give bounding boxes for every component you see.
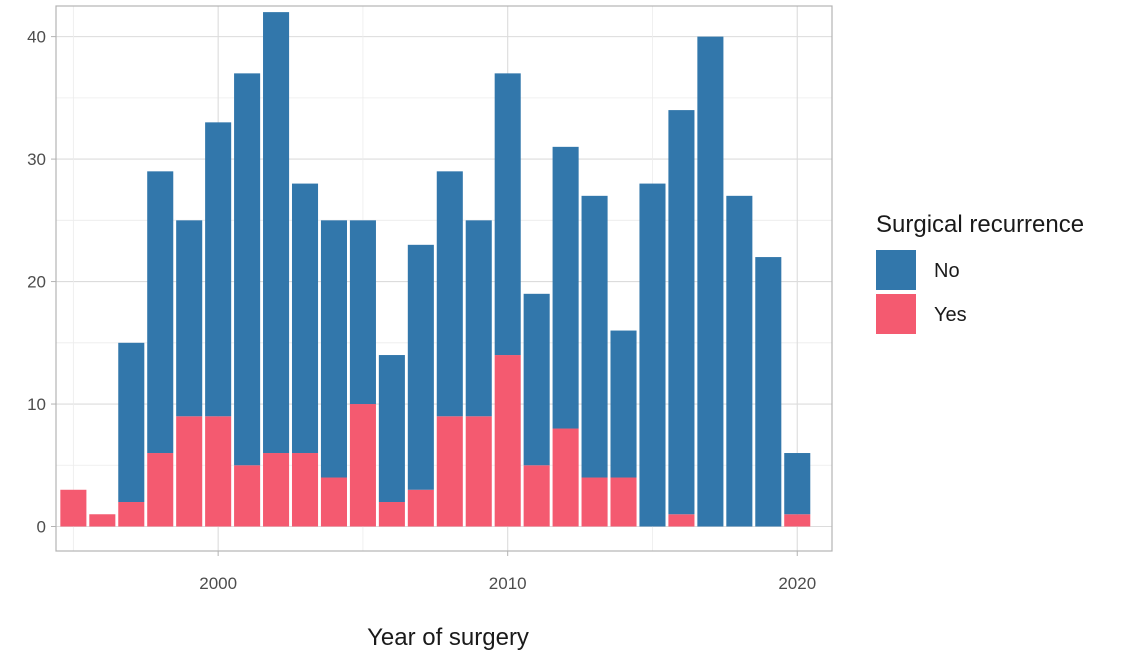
bar-no-2006: [378, 355, 405, 503]
bar-no-2020: [784, 453, 811, 515]
bar-no-2011: [523, 293, 550, 466]
x-tick-label: 2010: [489, 574, 527, 593]
bar-yes-2002: [263, 453, 290, 527]
y-tick-label: 40: [27, 28, 46, 47]
x-tick-label: 2020: [778, 574, 816, 593]
plot-panel-border: [55, 5, 833, 552]
bar-yes-2006: [378, 502, 405, 527]
bar-yes-2008: [436, 416, 463, 527]
bar-yes-2013: [581, 477, 608, 527]
bar-yes-2004: [320, 477, 347, 527]
bar-yes-1998: [147, 453, 174, 527]
y-tick-label: 20: [27, 273, 46, 292]
bar-no-2010: [494, 73, 521, 356]
bar-no-1998: [147, 171, 174, 454]
bar-yes-2000: [205, 416, 232, 527]
legend-label-no: No: [934, 260, 960, 282]
bar-yes-2012: [552, 428, 579, 527]
legend-swatch-yes: [876, 294, 916, 334]
legend-swatch-no: [876, 250, 916, 290]
bar-no-2003: [291, 183, 319, 454]
bar-yes-1995: [60, 489, 87, 527]
bar-yes-2010: [494, 355, 521, 527]
y-tick-label: 0: [37, 518, 46, 537]
x-axis-title: Year of surgery: [367, 624, 529, 651]
bar-no-2012: [552, 146, 579, 429]
bar-yes-2001: [234, 465, 261, 527]
bar-no-2014: [610, 330, 637, 478]
bar-no-2016: [668, 110, 695, 515]
bar-no-1997: [118, 342, 145, 503]
bar-yes-2009: [465, 416, 492, 527]
bar-no-1999: [176, 220, 203, 417]
y-tick-label: 10: [27, 395, 46, 414]
bar-no-2004: [320, 220, 347, 478]
bar-no-2000: [205, 122, 232, 417]
bar-yes-2014: [610, 477, 637, 527]
bar-yes-2005: [349, 404, 376, 527]
bar-no-2017: [697, 36, 724, 527]
legend-title: Surgical recurrence: [876, 211, 1084, 238]
bars: [60, 12, 811, 527]
bar-yes-1996: [89, 514, 116, 527]
bar-no-2002: [263, 12, 290, 454]
legend-items: No Yes: [876, 250, 967, 334]
legend-label-yes: Yes: [934, 304, 967, 326]
bar-no-2013: [581, 195, 608, 478]
bar-yes-2003: [291, 453, 319, 527]
bar-no-2005: [349, 220, 376, 405]
y-axis-tick-labels: 0 10 20 30 40: [27, 28, 56, 537]
bar-no-2018: [726, 195, 753, 527]
bar-yes-2016: [668, 514, 695, 527]
bar-yes-1997: [118, 502, 145, 527]
bar-no-2015: [639, 183, 666, 527]
bar-no-2019: [755, 257, 782, 527]
legend: Surgical recurrence No Yes: [876, 211, 1084, 334]
bar-yes-2020: [784, 514, 811, 527]
y-tick-label: 30: [27, 150, 46, 169]
x-tick-label: 2000: [199, 574, 237, 593]
bar-yes-2011: [523, 465, 550, 527]
bar-yes-1999: [176, 416, 203, 527]
bar-no-2009: [465, 220, 492, 417]
bar-no-2007: [407, 244, 434, 490]
bar-no-2001: [234, 73, 261, 466]
bar-no-2008: [436, 171, 463, 417]
bar-yes-2007: [407, 489, 434, 527]
x-axis-tick-labels: 2000 2010 2020: [199, 551, 816, 593]
